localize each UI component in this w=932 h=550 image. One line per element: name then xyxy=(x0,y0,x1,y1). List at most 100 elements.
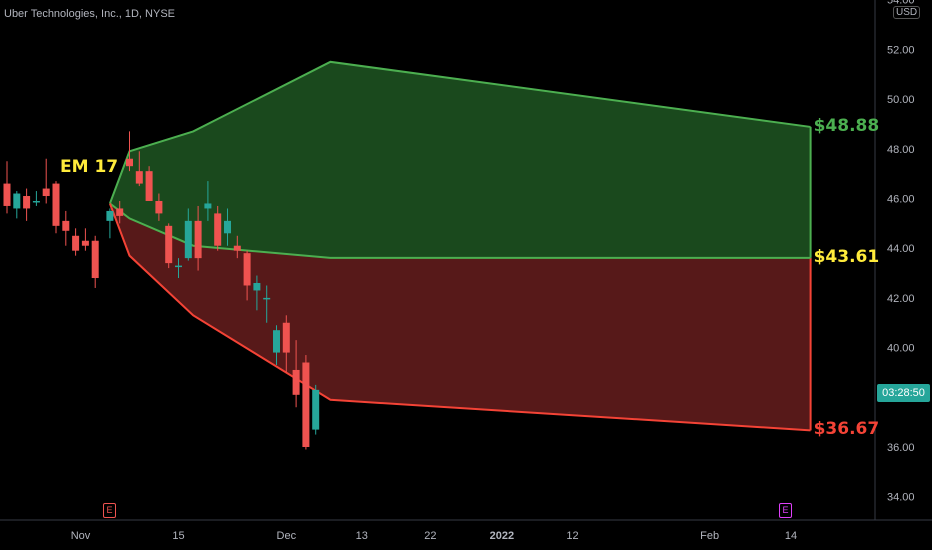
price-axis[interactable]: 34.0036.0038.0040.0042.0044.0046.0048.00… xyxy=(874,0,915,520)
candle-10 xyxy=(106,208,114,239)
candle-body xyxy=(204,203,212,209)
candle-24 xyxy=(243,250,251,301)
candle-26 xyxy=(263,285,271,323)
countdown-badge: 03:28:50 xyxy=(877,384,930,402)
candlesticks xyxy=(3,131,320,450)
candle-body xyxy=(184,220,192,259)
candle-4 xyxy=(42,158,50,204)
x-tick-label-3: 13 xyxy=(356,530,368,542)
mid-band-price-label: $43.61 xyxy=(813,246,880,267)
candle-6 xyxy=(62,210,70,246)
candle-14 xyxy=(145,166,153,201)
candle-body xyxy=(52,183,60,226)
lower-band-line xyxy=(108,203,811,432)
x-tick-label-1: 15 xyxy=(172,530,184,542)
candle-body xyxy=(42,188,50,197)
candle-body xyxy=(23,196,31,209)
candle-3 xyxy=(32,191,40,206)
candle-8 xyxy=(81,228,89,251)
candle-body xyxy=(253,282,261,291)
candle-body xyxy=(126,158,133,167)
expected-move-bands xyxy=(108,60,812,432)
x-tick-label-4: 22 xyxy=(424,530,436,542)
candle-1 xyxy=(13,191,21,219)
candle-12 xyxy=(126,131,133,172)
candle-25 xyxy=(253,275,261,311)
candle-30 xyxy=(302,355,310,450)
candle-28 xyxy=(282,315,290,373)
candle-body xyxy=(135,171,143,184)
y-tick-label-10: 54.00 xyxy=(887,0,915,7)
candle-17 xyxy=(175,258,182,279)
candle-body xyxy=(62,220,70,231)
candle-body xyxy=(282,322,290,353)
upper-band-line xyxy=(108,60,811,204)
earnings-past-icon[interactable]: E xyxy=(103,503,116,518)
y-tick-label-8: 50.00 xyxy=(887,94,915,106)
candle-body xyxy=(81,240,89,246)
candle-0 xyxy=(3,161,11,214)
candle-body xyxy=(3,183,11,206)
candle-29 xyxy=(292,340,300,408)
y-tick-label-0: 34.00 xyxy=(887,492,915,504)
candle-16 xyxy=(165,223,173,269)
x-tick-label-5: 2022 xyxy=(490,530,514,542)
y-tick-label-5: 44.00 xyxy=(887,243,915,255)
candle-31 xyxy=(312,384,320,435)
candle-11 xyxy=(116,200,124,224)
currency-badge[interactable]: USD xyxy=(893,6,921,19)
lower-band-fill xyxy=(109,203,811,431)
candle-body xyxy=(263,297,271,300)
em-label: EM 17 xyxy=(60,157,119,177)
candle-19 xyxy=(194,205,202,271)
candle-body xyxy=(145,171,153,201)
candle-27 xyxy=(273,325,280,365)
candle-body xyxy=(72,235,80,251)
x-tick-label-0: Nov xyxy=(71,530,91,542)
candle-body xyxy=(224,220,231,234)
y-tick-label-4: 42.00 xyxy=(887,293,915,305)
candle-body xyxy=(32,200,40,203)
candle-23 xyxy=(233,235,241,259)
x-tick-label-2: Dec xyxy=(277,530,297,542)
y-tick-label-6: 46.00 xyxy=(887,194,915,206)
x-tick-label-8: 14 xyxy=(785,530,797,542)
candle-15 xyxy=(155,193,163,221)
time-axis[interactable]: Nov 15 Dec 13 22 2022 12 Feb 14 xyxy=(0,519,932,542)
candle-18 xyxy=(184,208,192,261)
candle-body xyxy=(243,253,251,286)
chart-title: Uber Technologies, Inc., 1D, NYSE xyxy=(4,8,175,20)
candle-body xyxy=(13,193,21,209)
y-tick-label-1: 36.00 xyxy=(887,442,915,454)
candle-20 xyxy=(204,181,212,221)
lower-band-price-label: $36.67 xyxy=(813,419,880,440)
candle-body xyxy=(175,265,182,268)
candle-body xyxy=(155,200,163,214)
candle-13 xyxy=(135,151,143,187)
candle-body xyxy=(233,245,241,251)
y-tick-label-3: 40.00 xyxy=(887,343,915,355)
x-tick-label-7: Feb xyxy=(700,530,719,542)
candle-body xyxy=(273,330,280,353)
earnings-future-icon[interactable]: E xyxy=(779,503,792,518)
candle-22 xyxy=(224,208,231,246)
y-tick-label-9: 52.00 xyxy=(887,44,915,56)
upper-band-price-label: $48.88 xyxy=(813,115,880,136)
candle-5 xyxy=(52,181,60,234)
candle-21 xyxy=(214,205,222,251)
candle-7 xyxy=(72,228,80,256)
candle-9 xyxy=(91,235,99,288)
candle-body xyxy=(312,389,320,430)
candle-body xyxy=(165,225,173,264)
candle-body xyxy=(194,220,202,259)
upper-band-fill xyxy=(109,61,811,258)
candle-2 xyxy=(23,188,31,221)
candle-body xyxy=(116,208,124,216)
candle-body xyxy=(292,369,300,395)
candle-body xyxy=(106,210,114,221)
y-tick-label-7: 48.00 xyxy=(887,144,915,156)
candle-body xyxy=(302,362,310,447)
candle-body xyxy=(214,213,222,246)
candle-body xyxy=(91,240,99,279)
